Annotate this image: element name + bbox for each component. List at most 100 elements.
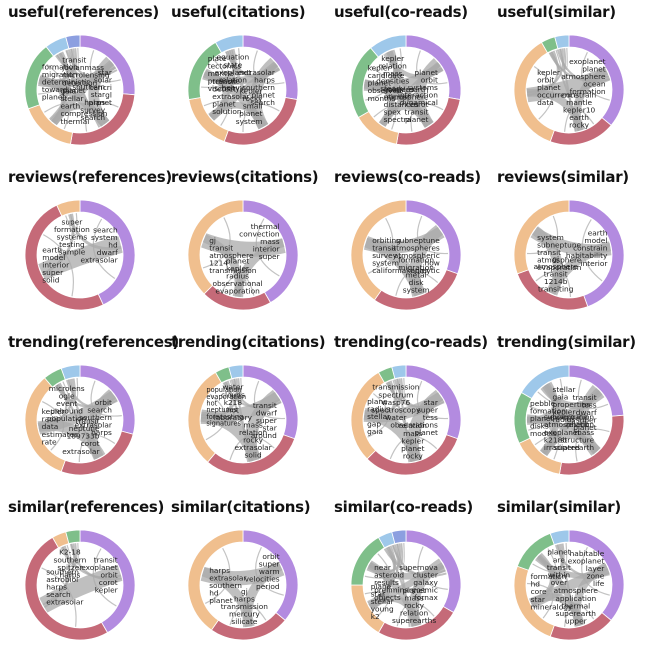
segment-label-line: transit: [547, 563, 571, 572]
segment-label-line: evaporation: [206, 393, 246, 401]
segment-label-line: event: [56, 399, 77, 408]
segment-label-line: relation: [239, 428, 267, 437]
segment-label-line: radii: [42, 415, 58, 424]
segment-label-line: system: [91, 233, 118, 242]
segment-label-line: superearth: [556, 609, 597, 618]
segment-label-line: relation: [400, 609, 428, 618]
segment-label: planet kepler radius observational evaporati…: [212, 256, 262, 295]
segment-label: transit neptune 189733b corot extrasolar: [62, 417, 100, 456]
chord-link: [49, 48, 75, 120]
segment-label-line: planet: [42, 93, 66, 102]
ring-segment-orange: [187, 529, 244, 631]
chord-link: [387, 543, 404, 567]
segment-label: transit detect extrasolar planet solution: [212, 77, 250, 116]
segment-label-line: atmospheric: [394, 251, 440, 260]
chord-link: [396, 543, 405, 565]
segment-label: star super tess observations planet: [390, 398, 439, 437]
chord-link: [44, 103, 70, 130]
chord-link: [386, 544, 399, 567]
chord-panel: useful(co-reads) planet orbit systems intera…: [326, 0, 489, 165]
chord-diagram: thermal convection mass interior superplanet…: [187, 199, 299, 311]
segment-label: star solar cancri gl planet: [88, 68, 112, 107]
chord-diagram: supernova cluster galaxy cosmic fornaxplanet…: [350, 529, 462, 641]
segment-label-line: equation: [217, 53, 250, 62]
segment-label-line: corot: [81, 439, 100, 448]
panel-title: similar(citations): [171, 498, 311, 516]
segment-label-line: search: [93, 225, 118, 234]
segment-label-line: candidate: [368, 71, 405, 80]
segment-label: earth model interior super solid: [42, 246, 70, 285]
chord-panel: similar(co-reads) supernova cluster galaxy c…: [326, 495, 489, 660]
segment-label: supernova cluster galaxy cosmic fornax: [399, 563, 439, 602]
segment-label-line: rate: [42, 437, 57, 446]
segment-label-line: southern: [54, 555, 87, 564]
segment-label-line: planet: [401, 444, 425, 453]
chord-link: [202, 234, 244, 298]
chord-link: [65, 213, 78, 236]
segment-label-line: super: [417, 406, 439, 415]
segment-label-line: subneptune: [396, 236, 440, 245]
ring-segment-blue: [554, 34, 570, 49]
chord-link: [229, 603, 267, 626]
chord-link: [39, 48, 76, 82]
segment-label-line: system: [403, 286, 430, 295]
segment-label-line: exoplanet: [215, 68, 252, 77]
chord-link: [55, 384, 117, 408]
segment-label-line: hot: [227, 405, 239, 414]
segment-label-line: cancri: [89, 83, 111, 92]
chord-link: [41, 401, 65, 451]
chord-link: [530, 552, 556, 607]
segment-label-line: mass: [243, 421, 263, 430]
segment-label-line: planet: [251, 91, 275, 100]
segment-label-line: how: [425, 259, 440, 268]
panel-title: trending(similar): [497, 333, 636, 351]
segment-label-line: pressure: [208, 77, 240, 86]
segment-label-line: habitability: [566, 251, 608, 260]
chord-link: [202, 217, 231, 269]
segment-label-line: systems: [57, 232, 88, 241]
segment-label-line: extrasolar: [75, 421, 113, 430]
chord-link: [200, 409, 262, 463]
segment-label-line: atmosphere: [209, 251, 254, 260]
segment-label-line: transmission: [209, 266, 257, 275]
segment-label-line: upper: [565, 616, 588, 625]
chord-link: [60, 544, 73, 567]
segment-label-line: relation: [566, 420, 594, 429]
chord-link: [531, 226, 563, 296]
segment-label-line: formation: [570, 87, 606, 96]
segment-label-line: hd: [531, 580, 541, 589]
segment-label-line: planet: [212, 100, 236, 109]
segment-label-line: neptune: [69, 424, 100, 433]
segment-label-line: formation: [398, 256, 434, 265]
segment-label: constrain mantle kepler10 earth rocky: [562, 91, 597, 130]
chord-link: [527, 215, 559, 255]
segment-label-line: data: [537, 98, 554, 107]
chord-link: [242, 103, 280, 133]
segment-label-line: super: [61, 217, 83, 226]
chord-link: [92, 218, 116, 279]
segment-label-line: southern: [242, 83, 275, 92]
segment-label-line: cosmic: [412, 586, 438, 595]
chord-link: [365, 66, 388, 101]
segment-label: southern astrobiol harps search extrasolar: [46, 567, 84, 606]
segment-label-line: rocky: [243, 436, 263, 445]
chord-diagram: extrasolar harps southern planet searchkeple…: [187, 34, 299, 146]
segment-label-line: relation: [379, 61, 407, 70]
segment-label-line: K2-18: [59, 548, 81, 557]
chord-link: [395, 270, 439, 296]
segment-label-line: analytic: [411, 266, 440, 275]
segment-label: super formation systems testing sample: [54, 217, 90, 256]
chord-link: [383, 48, 402, 72]
segment-label-line: orbit: [100, 570, 117, 579]
chord-link: [564, 603, 595, 627]
segment-label-line: distances: [384, 100, 419, 109]
segment-label-line: mercury: [229, 609, 260, 618]
segment-label-line: planet: [239, 109, 263, 118]
segment-label-line: exoplanet: [81, 563, 118, 572]
segment-label-line: transit: [94, 555, 118, 564]
segment-label-line: heavy: [222, 83, 245, 92]
chord-link: [368, 560, 392, 611]
chord-link: [556, 49, 610, 83]
